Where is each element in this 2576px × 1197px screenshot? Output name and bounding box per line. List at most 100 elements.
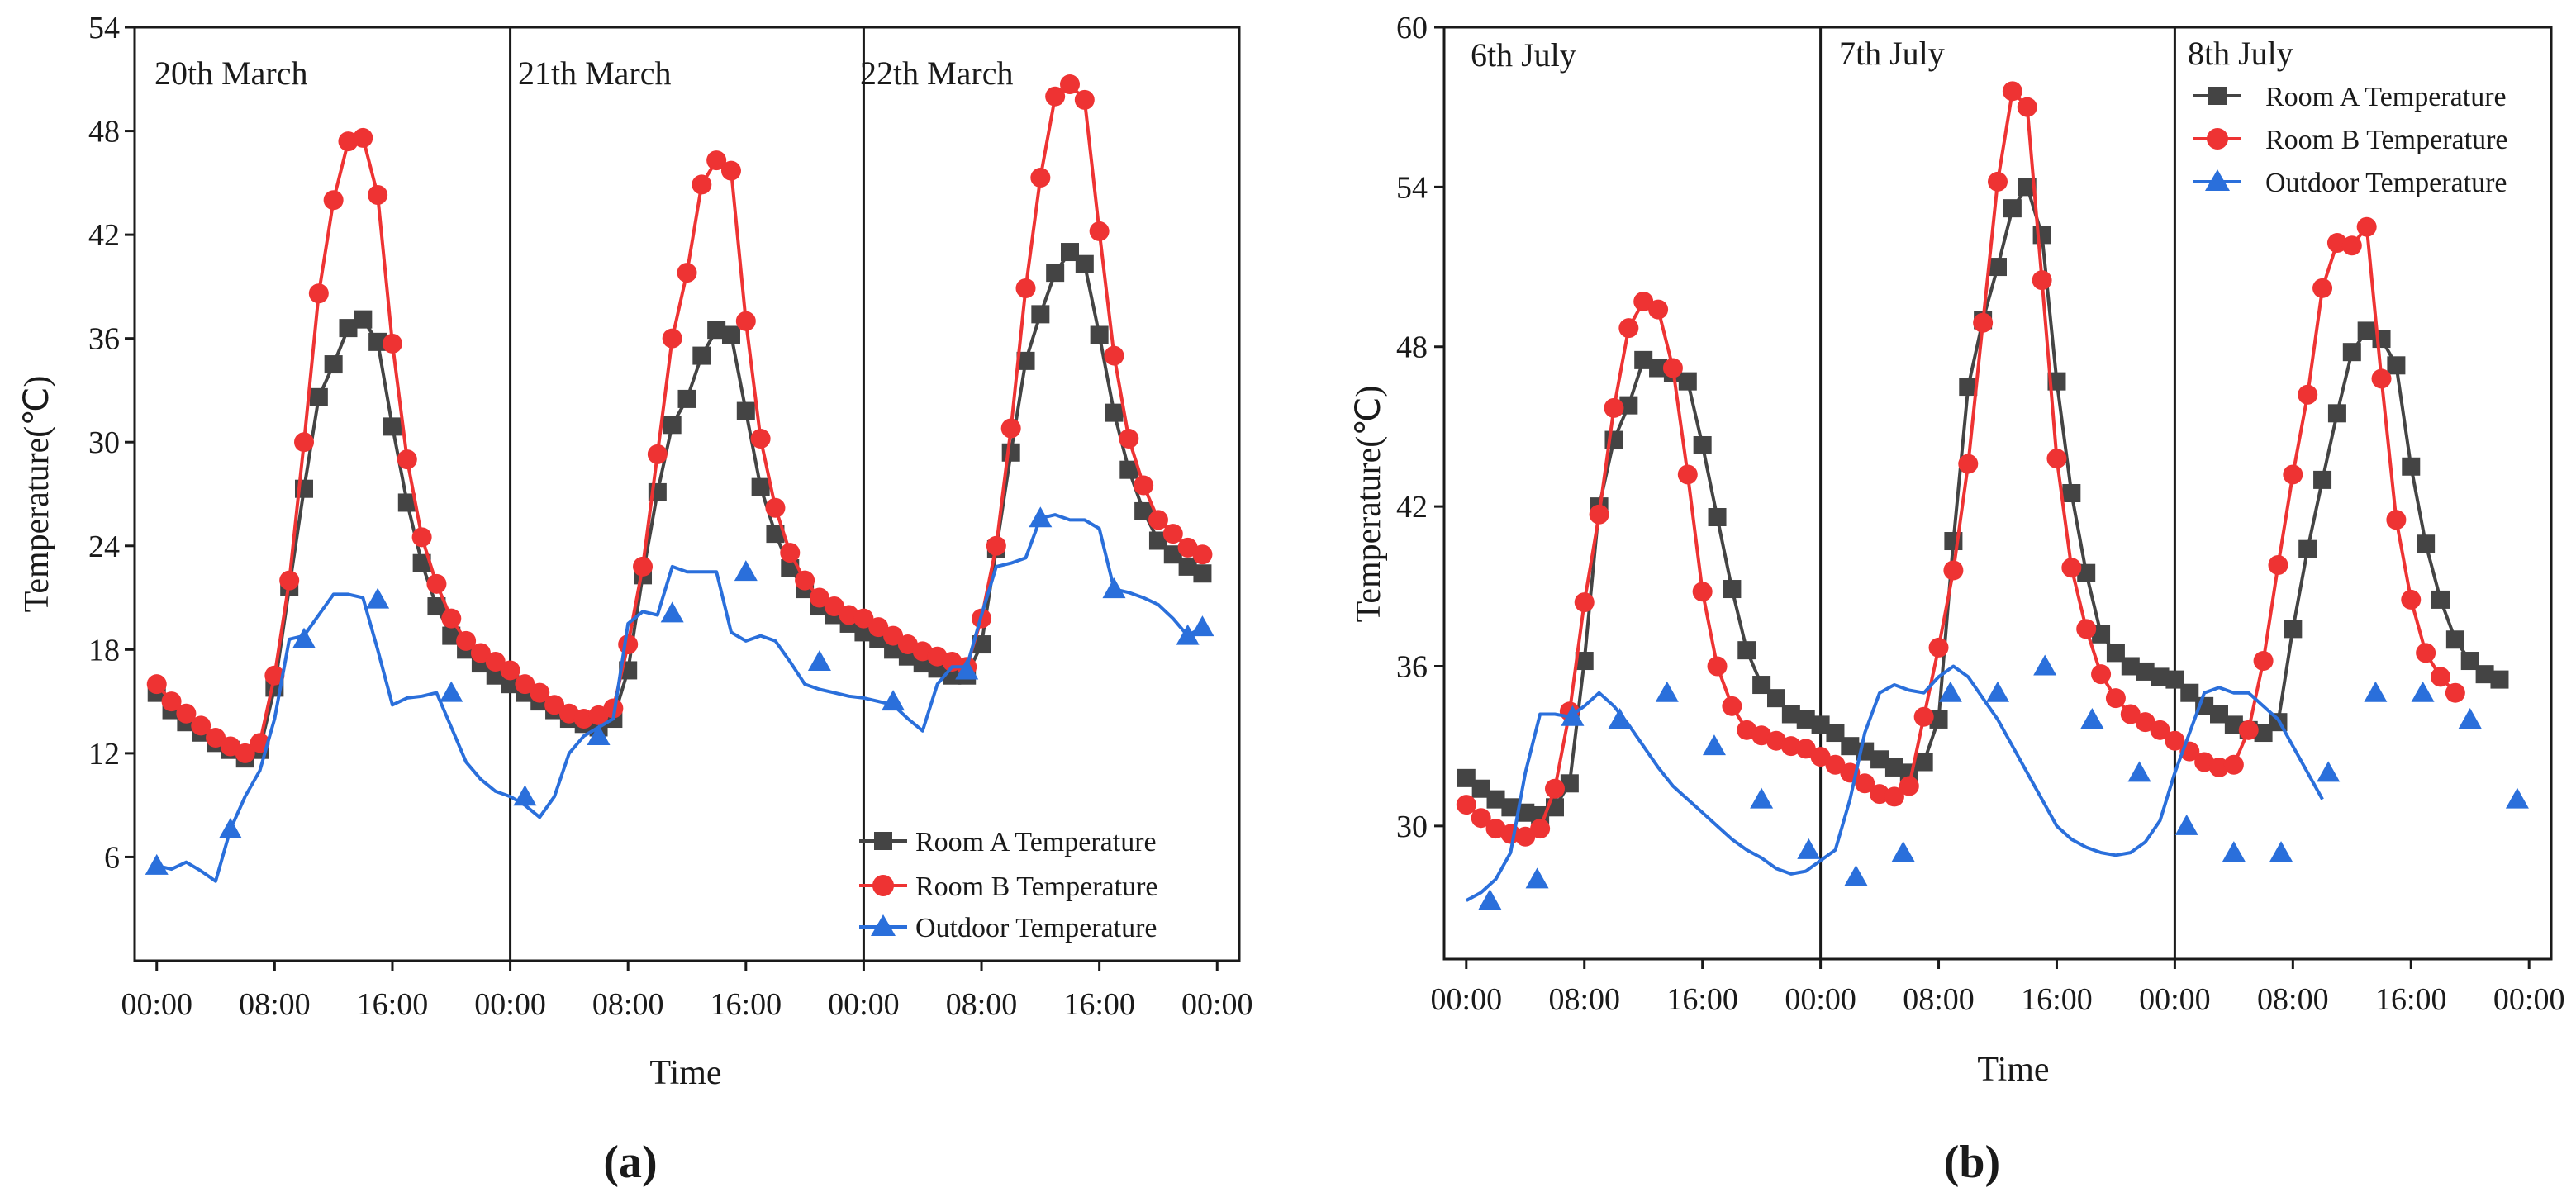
panel-b-day-label-3: 8th July: [2188, 35, 2293, 72]
panel-a-legend-outdoor: Outdoor Temperature: [915, 913, 1157, 943]
panel-a-point-room-b-temperature: [382, 333, 402, 354]
panel-a-point-room-a-temperature: [486, 666, 505, 685]
panel-a-point-room-b-temperature: [500, 660, 520, 681]
panel-b-point-room-b-temperature: [2312, 278, 2333, 298]
panel-a-point-outdoor-temperature: [440, 681, 463, 702]
panel-a-point-room-b-temperature: [279, 570, 300, 591]
panel-b-point-room-a-temperature: [2003, 199, 2022, 218]
panel-b-x-tick-label: 16:00: [1666, 982, 1738, 1017]
panel-a-point-outdoor-temperature: [660, 601, 684, 623]
panel-b-x-tick-label: 08:00: [1548, 982, 1620, 1017]
panel-b-point-room-a-temperature: [1501, 798, 1520, 817]
panel-a-point-outdoor-temperature: [882, 690, 905, 711]
panel-b-point-room-b-temperature: [2002, 81, 2022, 102]
panel-b-y-tick-label: 60: [1396, 11, 1428, 45]
panel-a-point-room-b-temperature: [1030, 168, 1051, 188]
panel-b-point-outdoor-temperature: [1844, 865, 1868, 886]
panel-a-x-tick-label: 08:00: [239, 987, 311, 1022]
panel-b-point-room-b-temperature: [2283, 464, 2303, 485]
panel-a-y-tick-label: 6: [104, 840, 120, 875]
panel-b-point-outdoor-temperature: [2033, 654, 2057, 676]
panel-a-x-tick-label: 16:00: [711, 987, 782, 1022]
panel-a-point-room-a-temperature: [1046, 264, 1065, 283]
panel-a-point-outdoor-temperature: [218, 817, 242, 838]
panel-a-legend-marker-room-b: [872, 875, 894, 896]
panel-a-point-room-b-temperature: [720, 160, 741, 181]
panel-a-point-room-b-temperature: [588, 705, 609, 725]
panel-b-y-tick-label: 30: [1396, 810, 1428, 844]
panel-b-point-room-a-temperature: [2151, 667, 2170, 686]
panel-a-point-room-a-temperature: [309, 387, 328, 406]
panel-b-point-room-a-temperature: [2136, 662, 2155, 681]
panel-b-point-room-b-temperature: [1884, 786, 1904, 807]
panel-b-y-tick-label: 36: [1396, 649, 1428, 684]
panel-a-y-tick-label: 24: [88, 530, 120, 564]
panel-b-point-outdoor-temperature: [1891, 841, 1915, 862]
panel-b-point-room-a-temperature: [1767, 689, 1785, 708]
panel-b-point-room-b-temperature: [2253, 651, 2274, 672]
panel-b-point-room-b-temperature: [2150, 720, 2170, 740]
panel-b-point-room-b-temperature: [1825, 754, 1846, 775]
panel-a-point-room-b-temperature: [1089, 221, 1110, 241]
panel-b-chart: 30 36 42 48 54 60 00:00 08:00 16:00 00:00 08:00 16:…: [1350, 11, 2564, 1188]
panel-a-label: (a): [603, 1137, 657, 1188]
panel-b-point-room-a-temperature: [2077, 563, 2096, 582]
panel-b-point-outdoor-temperature: [1797, 838, 1821, 859]
panel-b-point-room-b-temperature: [1633, 291, 1654, 311]
panel-a-point-room-b-temperature: [1000, 418, 1021, 439]
panel-a-x-tick-label: 08:00: [592, 987, 664, 1022]
panel-a-point-room-b-temperature: [308, 283, 329, 304]
panel-b-point-room-b-temperature: [2431, 667, 2450, 687]
panel-b-point-room-b-temperature: [2416, 643, 2436, 663]
panel-a-point-room-b-temperature: [485, 651, 506, 672]
panel-b-point-outdoor-temperature: [2080, 707, 2104, 729]
panel-b-y-axis-label: Temperature(℃): [1350, 386, 1388, 623]
panel-b-x-tick-label: 00:00: [1785, 982, 1856, 1017]
panel-b-point-room-a-temperature: [2062, 484, 2081, 502]
panel-a-y-tick-label: 36: [88, 322, 120, 357]
panel-a-point-room-a-temperature: [368, 332, 387, 351]
panel-a-y-tick-label: 30: [88, 425, 120, 460]
panel-b-point-room-a-temperature: [2298, 539, 2317, 558]
panel-a-x-tick-label: 08:00: [946, 987, 1018, 1022]
panel-a-point-room-b-temperature: [1104, 345, 1124, 366]
panel-b-point-room-b-temperature: [1707, 656, 1728, 677]
panel-a-point-room-b-temperature: [323, 190, 344, 211]
panel-b-point-room-a-temperature: [1471, 779, 1490, 798]
panel-a-point-room-b-temperature: [1162, 524, 1183, 544]
panel-b-y-tick-label: 54: [1396, 170, 1428, 205]
panel-b-point-room-b-temperature: [1958, 454, 1979, 474]
panel-a-point-outdoor-temperature: [1191, 615, 1214, 637]
panel-b-point-outdoor-temperature: [2505, 787, 2529, 809]
panel-b-point-room-a-temperature: [2254, 724, 2273, 743]
panel-b-point-room-a-temperature: [1914, 753, 1933, 772]
panel-b-point-room-a-temperature: [1634, 350, 1653, 369]
panel-b-point-room-a-temperature: [1929, 710, 1948, 729]
panel-a-point-room-b-temperature: [456, 630, 477, 651]
panel-a-point-room-a-temperature: [1134, 501, 1153, 520]
panel-b-legend-outdoor: Outdoor Temperature: [2265, 168, 2507, 198]
panel-b-x-tick-label: 00:00: [1431, 982, 1503, 1017]
panel-b-point-room-a-temperature: [2210, 705, 2228, 724]
panel-b-day-label-1: 6th July: [1471, 36, 1576, 74]
panel-a-point-outdoor-temperature: [292, 627, 316, 648]
panel-b-legend-marker-room-b: [2207, 128, 2228, 150]
panel-a-point-room-a-temperature: [383, 417, 402, 436]
panel-a-y-tick-label: 42: [88, 218, 120, 253]
panel-b-point-outdoor-temperature: [1750, 787, 1774, 809]
panel-b-point-room-b-temperature: [2135, 712, 2155, 733]
panel-a-point-room-b-temperature: [986, 535, 1006, 556]
panel-b-point-room-b-temperature: [2445, 682, 2465, 703]
panel-a-point-room-a-temperature: [721, 325, 740, 344]
panel-b-point-outdoor-temperature: [1655, 681, 1679, 702]
panel-a-point-room-a-temperature: [1105, 403, 1124, 422]
panel-a-point-room-b-temperature: [161, 691, 182, 712]
panel-b-point-room-a-temperature: [2342, 343, 2361, 362]
panel-b-point-room-b-temperature: [1899, 776, 1919, 796]
panel-a-point-room-a-temperature: [501, 675, 520, 694]
panel-a-point-room-b-temperature: [515, 674, 535, 695]
panel-b-point-room-a-temperature: [1841, 737, 1860, 756]
panel-b-point-room-b-temperature: [1928, 637, 1949, 658]
panel-b-legend-room-b: Room B Temperature: [2265, 125, 2507, 155]
